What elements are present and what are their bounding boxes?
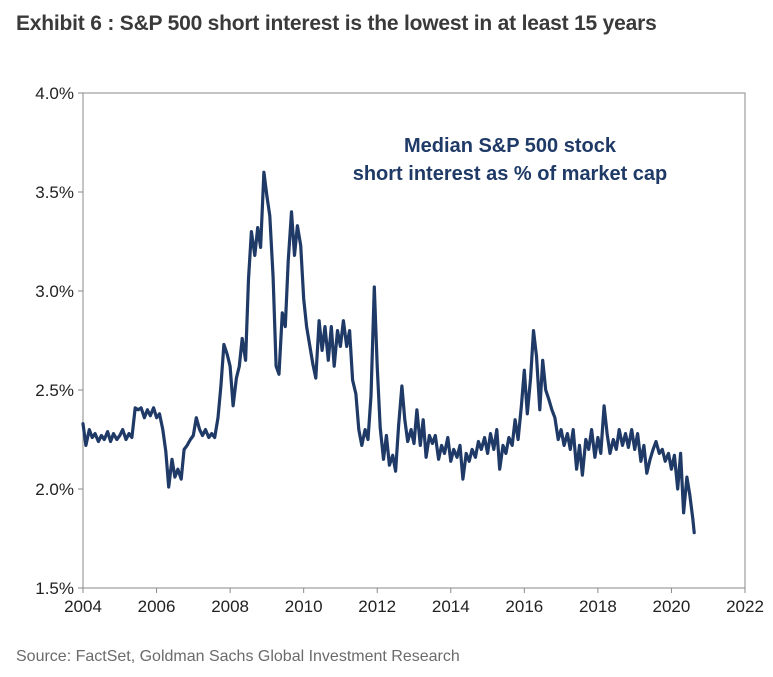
x-tick-label: 2004	[64, 597, 102, 616]
source-note: Source: FactSet, Goldman Sachs Global In…	[16, 648, 460, 665]
y-tick-label: 2.0%	[35, 480, 74, 499]
y-axis-ticks: 1.5% 2.0% 2.5% 3.0% 3.5% 4.0%	[35, 84, 83, 598]
x-tick-label: 2018	[579, 597, 617, 616]
chart-axes	[82, 92, 746, 589]
plot-frame	[82, 92, 746, 589]
x-tick-label: 2016	[505, 597, 543, 616]
series-line	[81, 170, 696, 535]
plot-area	[81, 170, 696, 535]
x-tick-label: 2006	[138, 597, 176, 616]
x-tick-label: 2012	[358, 597, 396, 616]
x-tick-label: 2014	[432, 597, 470, 616]
y-tick-label: 3.0%	[35, 282, 74, 301]
x-tick-label: 2022	[726, 597, 764, 616]
x-tick-label: 2008	[211, 597, 249, 616]
chart-annotation-line-2: short interest as % of market cap	[353, 163, 668, 185]
x-tick-label: 2020	[653, 597, 691, 616]
chart-annotation-line-1: Median S&P 500 stock	[404, 135, 617, 157]
x-tick-label: 2010	[285, 597, 323, 616]
page-title: Exhibit 6 : S&P 500 short interest is th…	[16, 12, 657, 35]
y-tick-label: 4.0%	[35, 84, 74, 103]
y-tick-label: 1.5%	[35, 579, 74, 598]
y-tick-label: 3.5%	[35, 183, 74, 202]
y-tick-label: 2.5%	[35, 381, 74, 400]
x-axis-ticks: 2004 2006 2008 2010 2012 2014 2016 2018 2020 2022	[64, 588, 764, 616]
